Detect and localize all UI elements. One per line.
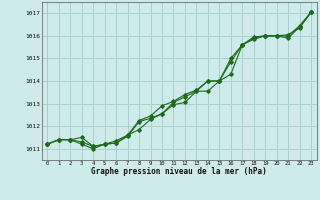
X-axis label: Graphe pression niveau de la mer (hPa): Graphe pression niveau de la mer (hPa) (91, 168, 267, 177)
